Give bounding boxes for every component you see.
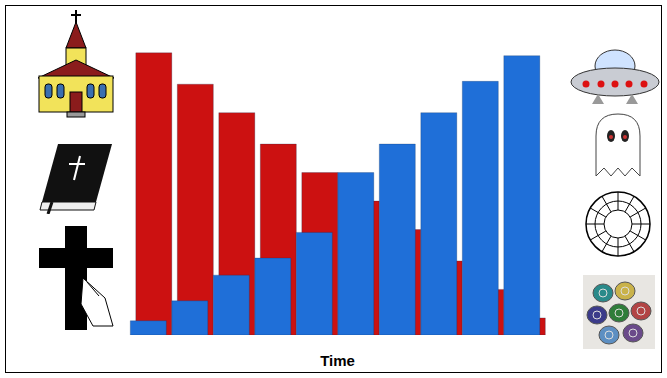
svg-text:Time: Time: [320, 352, 355, 369]
